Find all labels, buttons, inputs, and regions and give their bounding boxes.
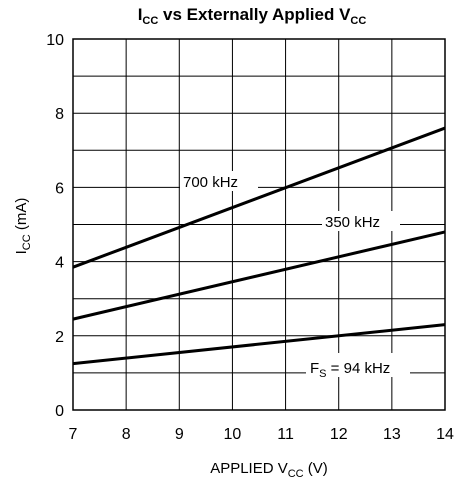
x-axis-label-sub: CC [288, 468, 304, 480]
plot-area-frame [72, 38, 446, 411]
series-label-94khz-post: = 94 kHz [327, 360, 391, 377]
series-label-94khz-sub: S [319, 368, 326, 380]
y-axis-label-post: (mA) [13, 198, 30, 235]
y-tick-label: 6 [55, 180, 64, 197]
tick-labels: 7 8 9 10 11 12 13 14 0 2 4 6 8 10 [46, 32, 454, 443]
series-label-94khz: FS = 94 kHz [310, 360, 390, 380]
x-tick-label: 9 [175, 426, 184, 443]
x-axis-label-pre: APPLIED V [210, 460, 288, 477]
x-tick-label: 13 [383, 426, 401, 443]
y-tick-label: 10 [46, 32, 64, 49]
chart-title-sub1: CC [142, 15, 158, 27]
chart-title-pre: I [138, 5, 143, 24]
series-line-1 [72, 230, 446, 321]
chart-title-mid: vs Externally Applied V [158, 5, 351, 24]
series-line-0 [72, 126, 446, 269]
y-tick-label: 2 [55, 329, 64, 346]
chart-title: ICC vs Externally Applied VCC [138, 5, 367, 27]
x-tick-label: 11 [277, 426, 294, 443]
x-axis-label: APPLIED VCC (V) [210, 460, 328, 480]
y-tick-label: 0 [55, 403, 64, 420]
x-tick-label: 12 [330, 426, 348, 443]
series-labels: 700 kHz 350 kHz FS = 94 kHz [180, 171, 410, 380]
y-axis-label-sub: CC [21, 234, 33, 250]
y-axis-label: ICC (mA) [13, 198, 33, 255]
x-tick-label: 7 [69, 426, 78, 443]
series-line-2 [72, 323, 446, 366]
series-label-700khz: 700 kHz [183, 174, 238, 191]
y-tick-label: 4 [55, 255, 64, 272]
y-tick-label: 8 [55, 106, 64, 123]
x-tick-label: 10 [224, 426, 242, 443]
chart-title-sub2: CC [350, 15, 366, 27]
y-axis-label-pre: I [13, 250, 30, 254]
x-tick-label: 8 [122, 426, 131, 443]
series-label-350khz: 350 kHz [325, 214, 380, 231]
x-axis-label-post: (V) [304, 460, 328, 477]
series-lines [72, 126, 446, 366]
series-label-94khz-pre: F [310, 360, 319, 377]
x-tick-label: 14 [436, 426, 454, 443]
